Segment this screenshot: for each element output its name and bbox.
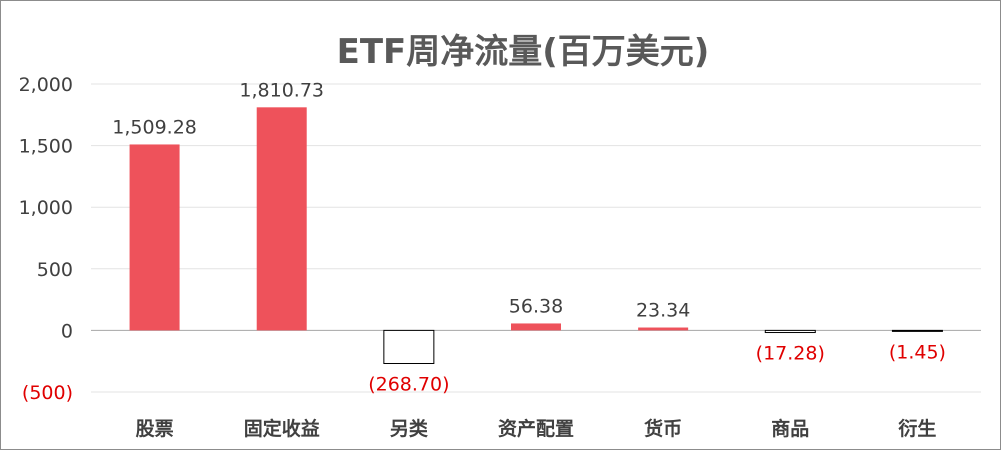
x-category-label: 衍生 [897, 417, 936, 440]
bar-4 [511, 323, 561, 331]
y-tick-label: 2,000 [19, 74, 73, 96]
bar-5 [638, 327, 689, 331]
data-label-2: 1,810.73 [239, 79, 324, 101]
x-category-label: 固定收益 [244, 417, 320, 440]
bar-6 [764, 329, 816, 334]
y-tick-label: 0 [61, 320, 73, 342]
bar-2 [256, 107, 307, 331]
y-tick-label: 1,500 [19, 136, 73, 158]
x-axis: 股票 固定收益 另类 资产配置 货币 商品 衍生 [136, 417, 937, 440]
y-axis: (500) 0 500 1,000 1,500 2,000 [19, 74, 73, 404]
bar-7 [891, 329, 943, 332]
y-tick-label: 500 [37, 259, 73, 281]
x-category-label: 股票 [136, 418, 174, 440]
y-tick-label: (500) [22, 382, 73, 404]
data-label-7: (1.45) [889, 341, 946, 363]
x-category-label: 资产配置 [498, 417, 574, 440]
x-category-label: 另类 [390, 417, 428, 440]
bars [129, 107, 943, 365]
data-label-1: 1,509.28 [112, 116, 197, 138]
chart-title: ETF周净流量(百万美元) [337, 32, 710, 72]
data-label-6: (17.28) [756, 343, 825, 365]
bar-1 [129, 144, 180, 331]
data-label-4: 56.38 [509, 295, 563, 317]
data-label-3: (268.70) [368, 374, 449, 396]
data-label-5: 23.34 [636, 300, 690, 322]
data-labels: 1,509.28 1,810.73 (268.70) 56.38 23.34 (17.28… [112, 79, 946, 395]
y-tick-label: 1,000 [19, 197, 73, 219]
bar-3 [383, 329, 435, 365]
x-category-label: 商品 [771, 417, 809, 440]
gridlines [91, 83, 981, 393]
x-category-label: 货币 [644, 417, 682, 440]
